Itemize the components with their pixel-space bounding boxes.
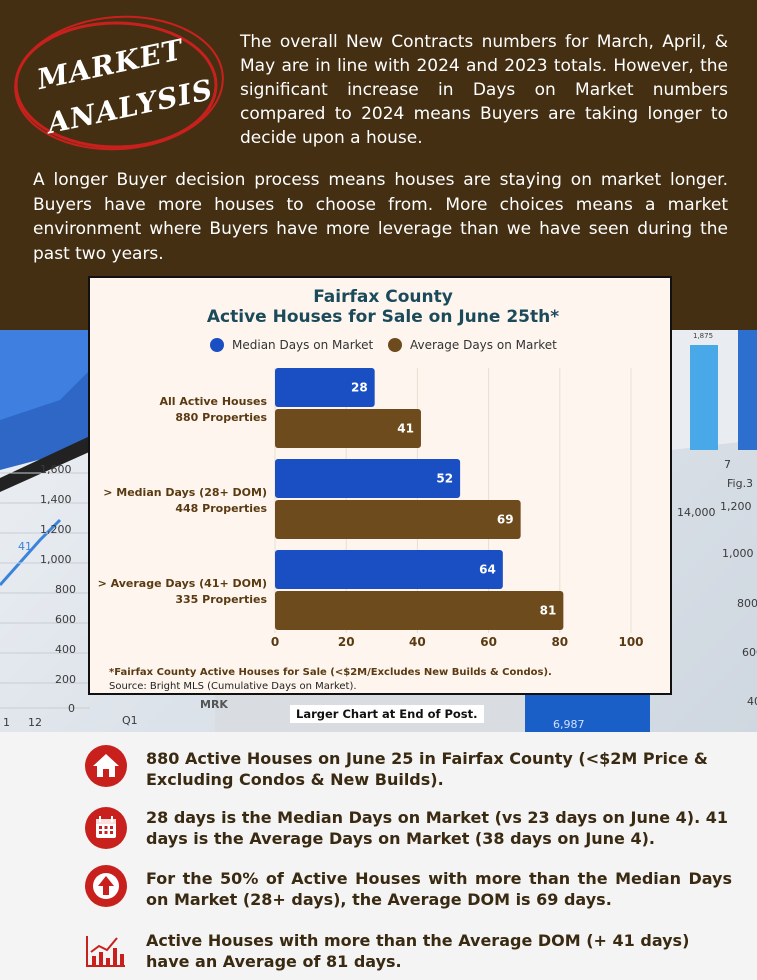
intro-paragraph-1: The overall New Contracts numbers for Ma… — [240, 32, 728, 148]
data-label: 81 — [540, 604, 557, 618]
chart-title: Fairfax County — [313, 287, 453, 307]
bg-tick: 1,200 — [720, 500, 752, 513]
legend-swatch-average — [388, 338, 402, 352]
bg-tick: 0 — [68, 702, 75, 715]
category-label: > Median Days (28+ DOM) — [103, 486, 267, 499]
bar-median — [275, 368, 375, 407]
chart-source: Source: Bright MLS (Cumulative Days on M… — [109, 681, 357, 692]
category-sublabel: 335 Properties — [175, 593, 267, 606]
x-tick-label: 80 — [551, 635, 568, 649]
legend-label-median: Median Days on Market — [232, 338, 374, 352]
bar-average — [275, 500, 521, 539]
data-label: 28 — [351, 381, 368, 395]
bullet-text-4: Active Houses with more than the Average… — [146, 931, 690, 971]
chart-caption: Larger Chart at End of Post. — [290, 705, 484, 723]
category-labels: All Active Houses 880 Properties > Median … — [98, 395, 268, 606]
bullet-text-2: 28 days is the Median Days on Market (vs… — [146, 808, 728, 848]
bg-tick: 200 — [55, 673, 76, 686]
bar-average — [275, 591, 564, 630]
arrow-up-icon — [84, 864, 128, 908]
bg-tick: 1,200 — [40, 523, 72, 536]
bg-tick: 12 — [28, 716, 42, 729]
x-tick-label: 20 — [338, 635, 355, 649]
data-label: 52 — [436, 472, 453, 486]
bg-tick: 400 — [747, 695, 757, 708]
category-label: All Active Houses — [159, 395, 267, 408]
legend-label-average: Average Days on Market — [410, 338, 557, 352]
x-tick-label: 100 — [618, 635, 643, 649]
bg-tick: MRK — [200, 698, 228, 711]
category-sublabel: 880 Properties — [175, 411, 267, 424]
bg-tick: 400 — [55, 643, 76, 656]
bullet-text-1: 880 Active Houses on June 25 in Fairfax … — [146, 749, 708, 789]
bars: 28 41 52 69 64 81 — [275, 368, 564, 630]
data-label: 69 — [497, 513, 514, 527]
bg-tick: 1,875 — [693, 332, 714, 340]
logo: MARKET ANALYSIS — [6, 10, 232, 156]
bar-median — [275, 550, 503, 589]
intro-paragraph-2: A longer Buyer decision process means ho… — [33, 170, 728, 264]
x-tick-label: 0 — [271, 635, 279, 649]
bg-tick: 6,987 — [553, 718, 585, 731]
calendar-icon — [84, 806, 128, 850]
bar-chart: Fairfax County Active Houses for Sale on… — [98, 287, 644, 678]
bg-tick: 1,000 — [40, 553, 72, 566]
chart-footnote: *Fairfax County Active Houses for Sale (… — [109, 667, 552, 678]
bg-tick: 1,000 — [722, 547, 754, 560]
bg-tick: 1,600 — [40, 463, 72, 476]
bg-tick: 800 — [55, 583, 76, 596]
bar-median — [275, 459, 461, 498]
bg-tick: 41 — [18, 540, 32, 553]
legend-swatch-median — [210, 338, 224, 352]
x-tick-label: 40 — [409, 635, 426, 649]
header-band — [0, 0, 757, 330]
house-icon — [84, 744, 128, 788]
bg-tick: Fig.3 — [727, 477, 754, 490]
bar-average — [275, 409, 421, 448]
summary-section — [0, 732, 757, 980]
bar-chart-icon — [84, 928, 128, 972]
bg-tick: 600 — [742, 646, 757, 659]
chart-card: Fairfax County Active Houses for Sale on… — [88, 276, 672, 695]
bg-tick: 1,400 — [40, 493, 72, 506]
chart-subtitle: Active Houses for Sale on June 25th* — [207, 307, 559, 327]
bg-tick: 600 — [55, 613, 76, 626]
data-label: 41 — [397, 422, 414, 436]
x-axis-ticks: 0 20 40 60 80 100 — [271, 635, 644, 649]
category-sublabel: 448 Properties — [175, 502, 267, 515]
x-tick-label: 60 — [480, 635, 497, 649]
bg-tick: Q1 — [122, 714, 138, 727]
data-label: 64 — [479, 563, 496, 577]
category-label: > Average Days (41+ DOM) — [98, 577, 267, 590]
logo-ring — [14, 15, 224, 151]
bullet-text-3: For the 50% of Active Houses with more t… — [146, 869, 732, 909]
bg-tick: 7 — [724, 458, 731, 471]
bg-tick: 1 — [3, 716, 10, 729]
bg-tick: 14,000 — [677, 506, 716, 519]
bg-tick: 800 — [737, 597, 757, 610]
